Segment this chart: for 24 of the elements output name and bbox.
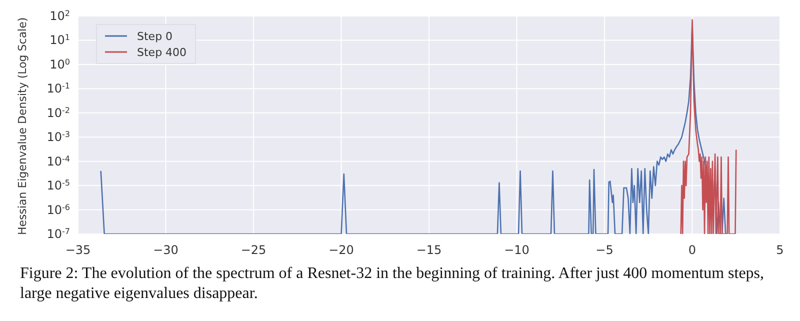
x-tick-label: 0 [688, 243, 696, 257]
caption: Figure 2: The evolution of the spectrum of a Resnet-32 in the beginning of training. After just 400 momentum steps, large negative eigenvalues disappear. [20, 264, 766, 304]
y-tick-label: 10$^{-6}$ [46, 202, 70, 217]
line-series [680, 19, 737, 234]
x-tick-label: −15 [416, 243, 442, 257]
legend-label: Step 0 [137, 30, 173, 42]
x-tick-label: −5 [596, 243, 614, 257]
x-tick-label: −35 [65, 243, 91, 257]
y-tick-label: 10$^{2}$ [50, 8, 70, 23]
y-axis-title: Hessian Eigenvalue Density (Log Scale) [16, 17, 29, 235]
x-tick-label: −10 [504, 243, 530, 257]
x-tick-label: −30 [153, 243, 178, 257]
y-tick-label: 10$^{1}$ [50, 32, 70, 48]
y-tick-label: 10$^{-4}$ [46, 154, 70, 168]
y-tick-label: 10$^{-3}$ [46, 130, 70, 144]
x-tick-label: −20 [328, 243, 354, 257]
y-tick-label: 10$^{-2}$ [46, 105, 70, 120]
y-tick-label: 10$^{0}$ [50, 56, 70, 72]
legend-label: Step 400 [137, 46, 187, 58]
y-tick-label: 10$^{-7}$ [46, 226, 70, 241]
x-tick-label: −25 [240, 243, 266, 257]
x-tick-label: 5 [776, 243, 784, 257]
y-tick-label: 10$^{-5}$ [46, 178, 70, 193]
y-tick-label: 10$^{-1}$ [46, 81, 70, 96]
